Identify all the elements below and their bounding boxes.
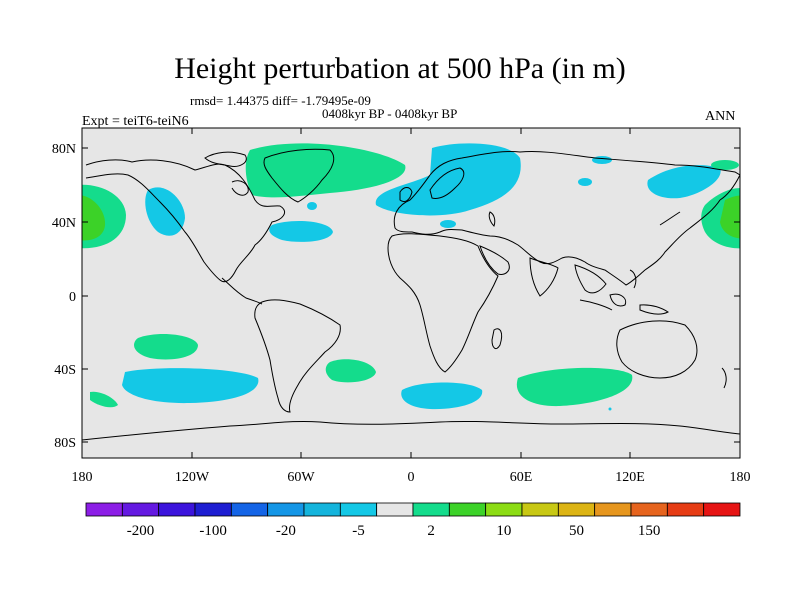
stats-text: rmsd= 1.44375 diff= -1.79495e-09 (190, 93, 371, 108)
anomaly-positive-greenland (245, 143, 406, 198)
coast-caspian (488, 211, 496, 227)
anomaly-positive-southern-ocean-b (516, 367, 633, 407)
colorbar: -200 -100 -20 -5 2 10 50 150 (85, 502, 741, 539)
colorbar-swatch (230, 502, 269, 517)
coast-south-america (254, 299, 341, 413)
anomaly-negative-spacific (122, 368, 259, 404)
colorbar-label: 10 (496, 523, 511, 539)
anomaly-negative-dot (608, 407, 612, 411)
lat-axis: 80N 40N 0 40S 80S (52, 142, 740, 451)
coast-india (529, 257, 559, 297)
colorbar-swatch (630, 502, 668, 517)
colorbar-swatch (703, 502, 741, 517)
coast-new-guinea (639, 304, 669, 315)
coast-scandinavia (429, 167, 465, 199)
colorbar-label: -200 (127, 523, 155, 539)
coast-central-america (221, 277, 263, 305)
lon-tick: 120W (175, 470, 210, 485)
anomaly-negative-nepacific (145, 187, 185, 236)
lon-tick: 60E (510, 470, 533, 485)
lat-tick: 0 (69, 290, 76, 305)
colorbar-swatch (339, 502, 378, 517)
coast-australia (616, 320, 698, 379)
colorbar-swatch (303, 502, 341, 517)
colorbar-swatch (158, 502, 196, 517)
colorbar-label: 150 (638, 523, 661, 539)
anomaly-field (82, 143, 740, 411)
colorbar-swatch (557, 502, 596, 517)
coast-new-zealand (721, 367, 727, 389)
lon-tick: 180 (730, 470, 751, 485)
anomaly-negative-atlantic-bit (307, 202, 317, 210)
anomaly-negative-southern-ocean-a (401, 382, 483, 410)
anomaly-positive-small-spacific (90, 391, 118, 408)
anomaly-negative-mediterranean-bit (440, 220, 456, 228)
colorbar-label: 50 (569, 523, 584, 539)
lon-tick: 0 (408, 470, 415, 485)
coast-arabia (479, 245, 510, 275)
coast-antarctica (82, 420, 740, 441)
coast-canadian-archipelago (204, 151, 247, 167)
anomaly-negative-natlantic (269, 220, 333, 242)
anomaly-positive-spacific (134, 334, 198, 360)
anomaly-positive-pacific-west-core (82, 195, 106, 241)
coast-greenland (263, 148, 335, 203)
coast-philippines (629, 269, 637, 289)
colorbar-label: -20 (276, 523, 296, 539)
colorbar-label: 2 (427, 523, 435, 539)
colorbar-swatch (194, 502, 232, 517)
lat-tick: 40S (54, 363, 76, 378)
lon-tick: 180 (72, 470, 93, 485)
coast-north-america (85, 159, 285, 283)
anomaly-negative-npacific-west (647, 165, 721, 199)
coast-africa (387, 233, 499, 373)
coast-eurasia (393, 151, 740, 286)
coast-britain (399, 187, 413, 203)
colorbar-swatch (521, 502, 559, 517)
colorbar-label: -100 (199, 523, 227, 539)
coast-japan (659, 211, 681, 226)
colorbar-swatch (376, 502, 414, 517)
anomaly-positive-satlantic (325, 359, 376, 383)
colorbar-swatch (267, 502, 305, 517)
lat-tick: 40N (52, 216, 76, 231)
colorbar-swatch (412, 502, 450, 517)
colorbar-swatch (594, 502, 632, 517)
period-text: 0408kyr BP - 0408kyr BP (322, 106, 458, 121)
colorbar-swatch (121, 502, 160, 517)
coastlines (82, 148, 740, 441)
coast-hudson-bay (231, 180, 249, 196)
colorbar-swatch (448, 502, 487, 517)
experiment-label: Expt = teiT6-teiN6 (82, 114, 189, 129)
anomaly-negative-sea-bit (578, 178, 592, 186)
lon-tick: 60W (287, 470, 315, 485)
colorbar-label: -5 (352, 523, 365, 539)
plot-title: Height perturbation at 500 hPa (in m) (174, 52, 626, 85)
coast-indochina (574, 264, 607, 294)
coast-madagascar (491, 328, 503, 350)
lon-axis: 180 120W 60W 0 60E 120E 180 (72, 128, 751, 485)
colorbar-swatch (666, 502, 705, 517)
anomaly-negative-arctic-bit (592, 156, 612, 164)
lat-tick: 80S (54, 436, 76, 451)
map-background (82, 128, 740, 458)
season-label: ANN (705, 109, 736, 124)
anomaly-positive-arctic-bit (711, 160, 739, 170)
lat-tick: 80N (52, 142, 76, 157)
lon-tick: 120E (615, 470, 645, 485)
coast-borneo (609, 293, 627, 307)
colorbar-swatch (485, 502, 523, 517)
coast-sumatra (579, 299, 613, 311)
anomaly-positive-pacific-east-core (720, 195, 740, 239)
colorbar-swatch (85, 502, 123, 517)
